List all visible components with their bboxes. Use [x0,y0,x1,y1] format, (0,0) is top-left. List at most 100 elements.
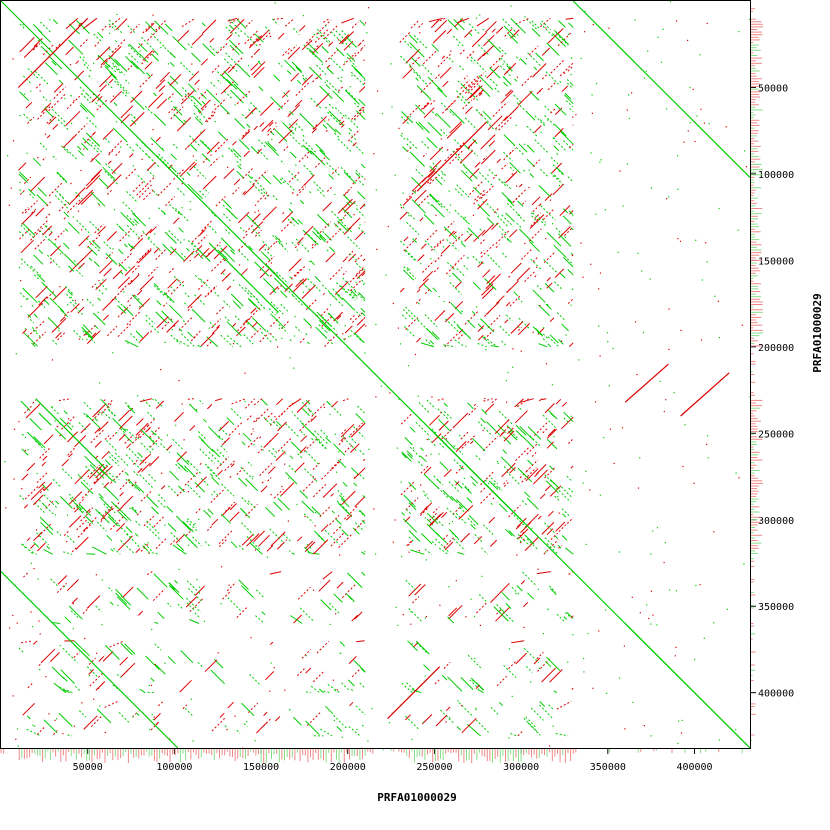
reverse-hit [267,127,272,132]
forward-hit [76,219,92,236]
forward-hit [353,332,365,344]
forward-hit [281,449,287,455]
reverse-hit [303,174,315,187]
forward-hit [154,643,162,651]
reverse-hit [55,332,62,339]
reverse-hit [45,499,55,509]
forward-hit [572,215,574,217]
reverse-hit [456,84,470,98]
sparse-hit [77,210,80,212]
sparse-hit [148,684,150,687]
reverse-hit [85,508,91,514]
reverse-hit [210,156,220,167]
reverse-hit [57,331,67,341]
reverse-hit [406,146,413,152]
forward-hit [54,428,67,440]
reverse-hit [19,189,26,196]
reverse-hit [287,104,301,118]
forward-hit [357,191,366,200]
reverse-hit [256,721,268,734]
forward-hit [316,214,330,227]
reverse-hit [558,544,563,549]
forward-hit [403,325,415,337]
sparse-hit [196,409,198,411]
sparse-hit [314,525,316,527]
reverse-hit [107,160,112,165]
reverse-hit [444,148,458,162]
forward-hit [564,611,571,618]
sparse-hit [18,421,20,423]
sparse-hit [431,396,433,398]
reverse-hit [510,321,524,334]
sparse-hit [304,80,306,83]
forward-hit [23,332,38,347]
forward-hit [209,473,214,478]
forward-hit [187,83,197,93]
reverse-hit [110,468,126,484]
sparse-hit [73,100,75,102]
forward-hit [154,399,164,408]
sparse-hit [699,584,701,586]
forward-hit [116,673,122,679]
reverse-hit [448,230,455,237]
forward-hit [341,30,351,40]
reverse-hit [251,213,261,223]
forward-hit [563,616,568,620]
forward-hit [176,452,190,465]
forward-hit [517,200,524,207]
sparse-hit [528,169,530,171]
forward-hit [78,503,92,517]
forward-hit [544,283,555,293]
reverse-hit [417,254,425,262]
forward-hit [500,65,512,78]
sparse-hit [737,229,739,231]
reverse-hit [345,250,354,259]
forward-hit [470,524,476,530]
reverse-hit [236,467,244,476]
reverse-hit [477,334,484,341]
forward-hit [526,497,539,510]
forward-hit [467,517,477,527]
sparse-hit [408,551,410,553]
sparse-hit [294,316,296,318]
reverse-hit [75,536,89,550]
sparse-hit [373,508,375,510]
forward-hit [114,58,128,72]
forward-hit [289,276,294,281]
sparse-hit [83,56,85,58]
forward-hit [335,47,345,57]
forward-hit [238,545,245,551]
forward-hit [493,482,501,490]
reverse-hit [23,572,29,578]
reverse-hit [316,73,322,79]
reverse-hit [170,106,184,120]
forward-hit [526,538,539,551]
sparse-hit [109,253,111,256]
reverse-hit [156,316,169,329]
forward-hit [301,500,315,514]
reverse-hit [108,78,114,84]
reverse-hit [485,403,495,413]
forward-hit [327,683,341,694]
forward-hit [447,616,455,624]
sparse-hit [402,192,404,194]
forward-hit [412,190,417,194]
forward-hit [490,345,499,348]
sparse-hit [49,19,51,21]
forward-hit [260,188,270,198]
forward-hit [299,490,309,499]
sparse-hit [115,121,118,123]
forward-hit [55,500,60,505]
forward-hit [363,79,366,81]
forward-hit [289,151,297,159]
sparse-hit [306,156,309,158]
sparse-hit [154,233,156,235]
forward-hit [254,33,264,43]
reverse-hit [204,286,216,298]
reverse-hit [229,19,245,34]
forward-hit [325,84,331,90]
reverse-hit [65,110,81,127]
reverse-hit [30,485,45,500]
forward-hit [169,304,183,319]
forward-hit [317,31,333,47]
